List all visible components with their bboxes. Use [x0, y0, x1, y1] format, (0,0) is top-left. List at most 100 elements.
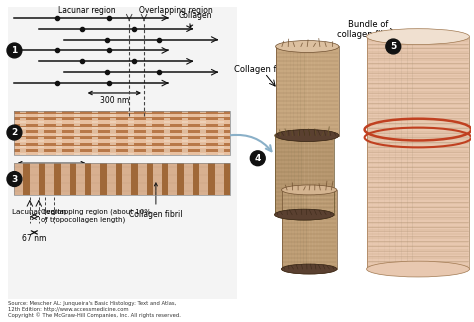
Circle shape — [7, 172, 22, 186]
Bar — [56, 143, 63, 145]
Bar — [200, 137, 206, 139]
Bar — [14, 143, 230, 146]
Bar — [61, 163, 70, 195]
Bar — [110, 127, 116, 129]
Bar — [38, 127, 45, 129]
Bar — [274, 136, 334, 215]
Bar — [128, 140, 134, 142]
Bar — [164, 111, 170, 113]
Bar — [200, 118, 206, 120]
Bar — [128, 111, 134, 113]
Ellipse shape — [274, 130, 334, 141]
Bar — [146, 121, 152, 123]
Bar — [110, 130, 116, 133]
Bar — [193, 163, 199, 195]
Bar — [56, 140, 63, 142]
Bar — [74, 114, 81, 117]
Bar — [146, 140, 152, 142]
Bar — [14, 114, 230, 117]
Ellipse shape — [274, 209, 334, 220]
Bar — [218, 140, 224, 142]
Bar — [92, 118, 99, 120]
Bar — [218, 114, 224, 117]
Bar — [92, 140, 99, 142]
Bar — [218, 111, 224, 113]
Bar — [164, 153, 170, 155]
Bar — [30, 163, 39, 195]
Bar — [146, 111, 152, 113]
Bar — [91, 163, 100, 195]
Bar — [182, 111, 188, 113]
Bar — [164, 140, 170, 142]
Bar — [74, 134, 81, 136]
Bar — [56, 146, 63, 148]
Text: Lacunar region: Lacunar region — [58, 6, 116, 15]
Bar — [182, 121, 188, 123]
Bar — [70, 163, 76, 195]
Bar — [182, 143, 188, 145]
Bar — [182, 140, 188, 142]
Ellipse shape — [275, 41, 339, 52]
Bar — [14, 111, 230, 155]
Bar — [38, 146, 45, 148]
Bar — [74, 143, 81, 145]
Bar — [20, 127, 27, 129]
Bar — [182, 118, 188, 120]
Bar — [218, 121, 224, 123]
Text: Overlapping region: Overlapping region — [139, 6, 212, 15]
Bar — [54, 163, 61, 195]
Bar — [110, 118, 116, 120]
Bar — [146, 163, 153, 195]
Bar — [38, 143, 45, 145]
Bar — [164, 118, 170, 120]
Bar — [164, 137, 170, 139]
Bar — [128, 137, 134, 139]
Bar — [92, 130, 99, 133]
Bar — [146, 143, 152, 145]
Bar — [128, 114, 134, 117]
Bar — [128, 134, 134, 136]
Bar — [14, 163, 23, 195]
Bar — [20, 121, 27, 123]
Bar — [200, 130, 206, 133]
Bar — [92, 134, 99, 136]
Bar — [14, 127, 230, 130]
Bar — [282, 190, 337, 269]
Bar — [110, 134, 116, 136]
Bar — [56, 153, 63, 155]
Bar — [110, 111, 116, 113]
Bar — [14, 130, 230, 133]
Bar — [168, 163, 177, 195]
Text: Collagen fibril: Collagen fibril — [129, 183, 182, 219]
Ellipse shape — [274, 209, 334, 220]
Bar — [14, 133, 230, 136]
Bar — [20, 111, 27, 113]
Bar — [20, 140, 27, 142]
Bar — [74, 118, 81, 120]
Bar — [218, 118, 224, 120]
Bar — [110, 149, 116, 152]
Bar — [14, 149, 230, 152]
Bar — [200, 124, 206, 126]
Bar — [208, 163, 215, 195]
Bar — [74, 111, 81, 113]
Text: 67 nm: 67 nm — [22, 234, 46, 243]
Bar — [110, 143, 116, 145]
Bar — [74, 149, 81, 152]
Bar — [128, 127, 134, 129]
Bar — [92, 124, 99, 126]
Bar — [92, 149, 99, 152]
Ellipse shape — [275, 129, 339, 141]
Bar — [146, 153, 152, 155]
Text: 300 nm: 300 nm — [36, 165, 66, 174]
Bar — [14, 111, 230, 155]
Bar — [39, 163, 45, 195]
Text: 1: 1 — [11, 46, 18, 55]
Bar — [200, 111, 206, 113]
Bar — [85, 163, 91, 195]
Bar — [56, 114, 63, 117]
Bar — [200, 149, 206, 152]
Bar — [146, 124, 152, 126]
Bar — [122, 163, 131, 195]
Bar — [128, 118, 134, 120]
